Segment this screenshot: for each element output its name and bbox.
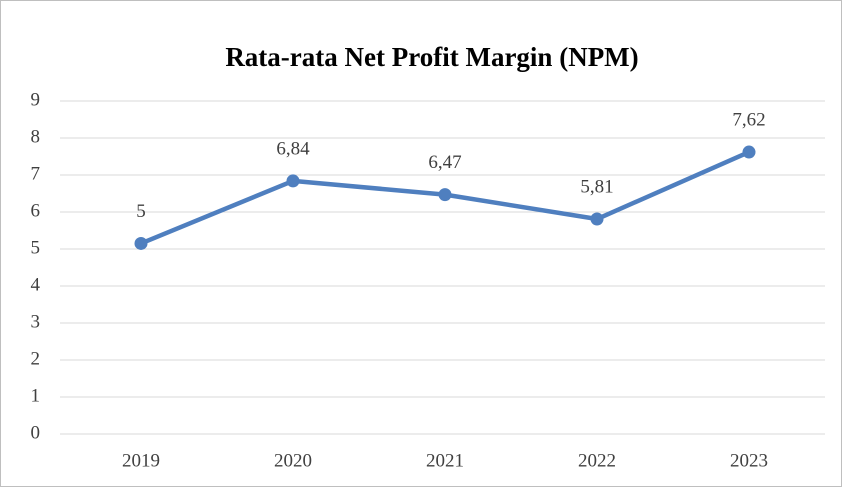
x-tick-label: 2023 — [730, 450, 768, 471]
data-label: 6,84 — [276, 138, 310, 159]
y-tick-label: 4 — [31, 274, 41, 295]
data-label: 6,47 — [428, 152, 461, 173]
x-tick-label: 2020 — [274, 450, 312, 471]
y-tick-label: 3 — [31, 311, 41, 332]
data-point — [134, 236, 148, 250]
y-tick-label: 2 — [31, 348, 41, 369]
y-tick-label: 0 — [31, 422, 41, 443]
data-point — [286, 174, 300, 188]
data-label: 7,62 — [732, 109, 765, 130]
x-tick-label: 2019 — [122, 450, 160, 471]
x-tick-label: 2022 — [578, 450, 616, 471]
y-tick-label: 1 — [31, 385, 41, 406]
y-tick-label: 6 — [31, 200, 41, 221]
y-tick-label: 5 — [31, 237, 41, 258]
data-point — [742, 145, 756, 159]
data-label: 5 — [136, 201, 146, 222]
y-tick-label: 8 — [31, 126, 41, 147]
y-tick-label: 9 — [31, 89, 41, 110]
data-point — [590, 212, 604, 226]
x-tick-label: 2021 — [426, 450, 464, 471]
chart-title: Rata-rata Net Profit Margin (NPM) — [225, 42, 638, 72]
data-label: 5,81 — [580, 176, 613, 197]
y-tick-label: 7 — [31, 163, 41, 184]
data-point — [438, 188, 452, 202]
